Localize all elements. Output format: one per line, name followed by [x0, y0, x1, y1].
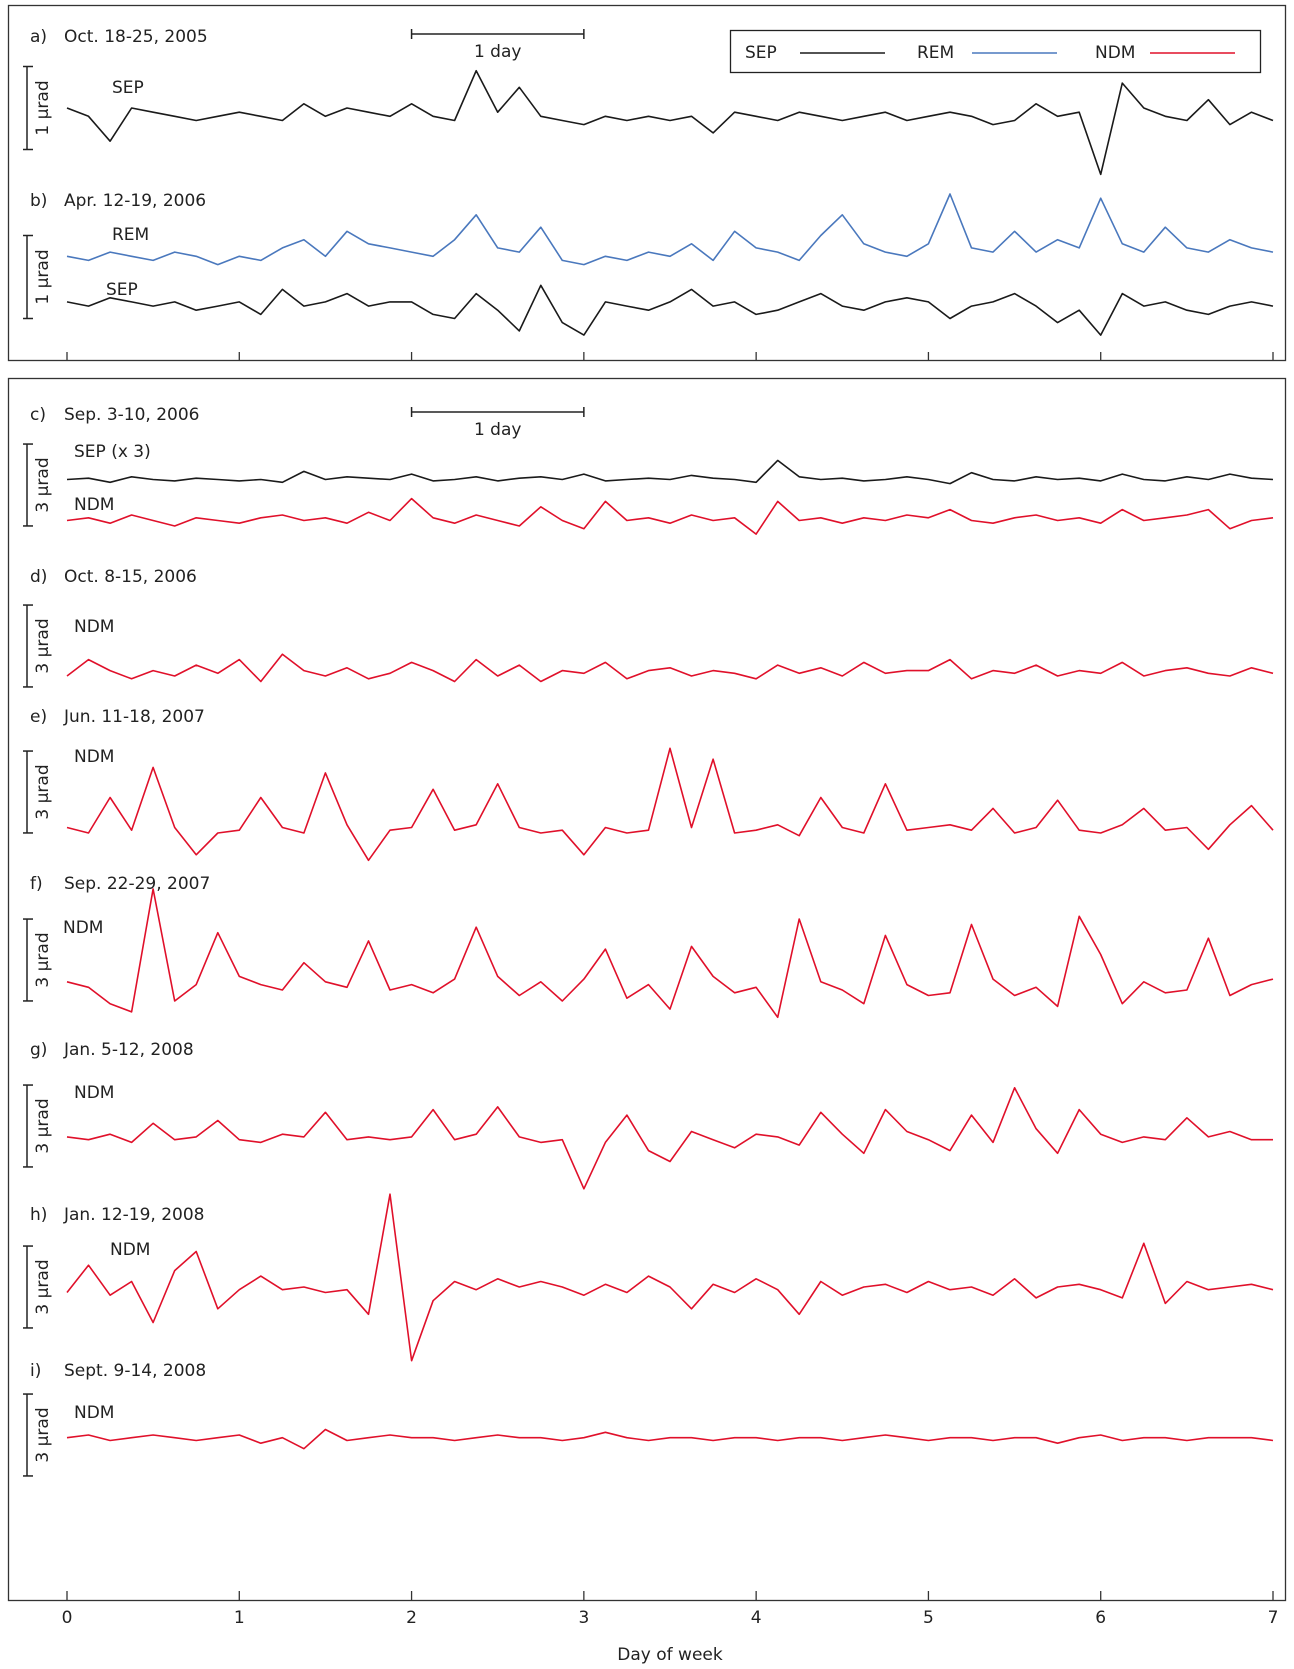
- panel-label: c): [30, 405, 46, 425]
- series-label: NDM: [74, 495, 114, 515]
- series-label: SEP: [106, 280, 138, 300]
- series-label: NDM: [63, 918, 103, 938]
- panel-title: Jan. 5-12, 2008: [63, 1040, 194, 1060]
- series-line: [66, 888, 1274, 1019]
- series-label: REM: [112, 225, 149, 245]
- day-label: 1 day: [474, 420, 522, 440]
- panel-label: d): [30, 567, 47, 587]
- series-label: NDM: [74, 1403, 114, 1423]
- series-line: [66, 1087, 1273, 1190]
- x-tick-label: 7: [1268, 1608, 1279, 1628]
- legend-box: [729, 29, 1262, 74]
- series-label: SEP (x 3): [74, 442, 151, 462]
- legend-label: SEP: [745, 43, 777, 63]
- series-label: NDM: [74, 617, 114, 637]
- panel-label: f): [30, 874, 43, 894]
- scale-label: 1 µrad: [33, 80, 53, 135]
- series-line: [66, 69, 1274, 176]
- panel-label: i): [30, 1361, 41, 1381]
- panel-label: e): [30, 707, 47, 727]
- scale-label: 3 µrad: [33, 764, 53, 819]
- series-line: [66, 497, 1274, 535]
- day-label: 1 day: [474, 42, 522, 62]
- x-axis-title: Day of week: [617, 1645, 723, 1665]
- scale-label: 3 µrad: [33, 618, 53, 673]
- scale-label: 3 µrad: [33, 1259, 53, 1314]
- legend-label: REM: [917, 43, 954, 63]
- panel-label: a): [30, 27, 47, 47]
- x-tick-label: 1: [234, 1608, 245, 1628]
- panel-title: Oct. 18-25, 2005: [64, 27, 208, 47]
- series-label: NDM: [110, 1240, 150, 1260]
- panel-title: Sept. 9-14, 2008: [64, 1361, 206, 1381]
- panel-label: g): [30, 1040, 47, 1060]
- panel-title: Sep. 22-29, 2007: [64, 874, 210, 894]
- series-line: [66, 284, 1274, 336]
- series-label: SEP: [112, 78, 144, 98]
- panel-title: Oct. 8-15, 2006: [64, 567, 197, 587]
- scale-label: 3 µrad: [33, 932, 53, 987]
- scale-label: 3 µrad: [33, 1098, 53, 1153]
- panel-label: b): [30, 191, 47, 211]
- series-line: [66, 747, 1274, 862]
- top-frame: [7, 4, 1287, 362]
- panel-title: Jun. 11-18, 2007: [63, 707, 205, 727]
- scale-label: 3 µrad: [33, 1407, 53, 1462]
- scale-label: 3 µrad: [33, 457, 53, 512]
- series-line: [66, 193, 1274, 266]
- series-line: [66, 1193, 1274, 1362]
- panel-title: Jan. 12-19, 2008: [63, 1205, 204, 1225]
- series-label: NDM: [74, 747, 114, 767]
- x-tick-label: 5: [923, 1608, 934, 1628]
- series-line: [66, 653, 1274, 683]
- x-tick-label: 4: [751, 1608, 762, 1628]
- bottom-frame: [7, 377, 1287, 1602]
- legend-label: NDM: [1095, 43, 1135, 63]
- panel-title: Sep. 3-10, 2006: [64, 405, 200, 425]
- x-tick-label: 0: [62, 1608, 73, 1628]
- series-label: NDM: [74, 1083, 114, 1103]
- panel-label: h): [30, 1205, 47, 1225]
- series-line: [66, 1428, 1274, 1450]
- panel-title: Apr. 12-19, 2006: [64, 191, 206, 211]
- series-line: [66, 459, 1274, 485]
- x-tick-label: 2: [406, 1608, 417, 1628]
- x-tick-label: 6: [1095, 1608, 1106, 1628]
- scale-label: 1 µrad: [33, 249, 53, 304]
- x-tick-label: 3: [578, 1608, 589, 1628]
